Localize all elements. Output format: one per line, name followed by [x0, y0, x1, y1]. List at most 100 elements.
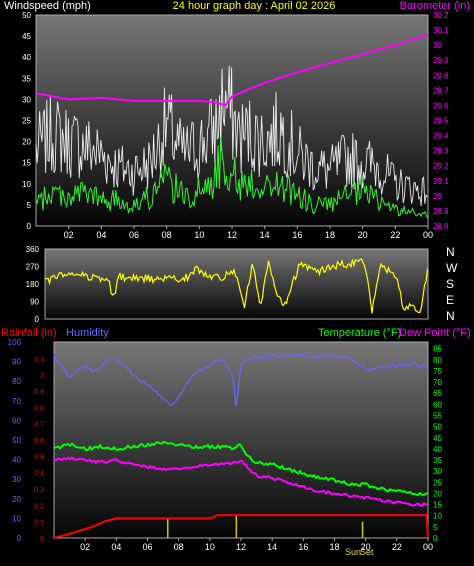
compass-n-top: N — [446, 245, 455, 259]
rain-ytick-label: 1 — [40, 373, 44, 380]
direction-ytick-label: 360 — [26, 245, 40, 254]
baro-ytick-label: 29.8 — [433, 71, 449, 80]
temp-xtick-label: 08 — [174, 542, 184, 552]
barometer-series — [35, 33, 429, 107]
humidity-series — [53, 353, 429, 407]
wind-direction-panel: 0 90 180 270 360 — [26, 245, 429, 324]
direction-ytick-label: 270 — [26, 263, 40, 272]
compass-n-bottom: N — [446, 309, 455, 323]
rainfall-label: Rainfall (in) — [1, 327, 57, 339]
baro-ytick-label: 30.1 — [433, 26, 449, 35]
sun-label: Sun — [345, 547, 361, 557]
temp-xtick-label: 12 — [236, 542, 246, 552]
wind-ytick-label: 50 — [22, 11, 31, 20]
temp-xtick-label: 14 — [267, 542, 277, 552]
temp-ytick-label: 45 — [433, 434, 442, 443]
wind-direction-series — [44, 258, 429, 314]
temp-xtick-label: 16 — [298, 542, 308, 552]
temp-xtick-label: 10 — [205, 542, 215, 552]
baro-ytick-label: 29.7 — [433, 86, 449, 95]
temperature-label: Temperature (°F) — [318, 327, 401, 339]
baro-ytick-label: 29 — [433, 192, 442, 201]
wind-xtick-label: 16 — [292, 230, 302, 240]
temperature-series — [53, 440, 429, 497]
rain-humidity-temperature-panel: 0 0.1 0.2 0.3 0.4 0.5 0.6 0.7 0.8 0.9 1 1.1 0 10 20 30 4… — [8, 338, 443, 552]
rain-ytick-label: 0.3 — [34, 487, 44, 494]
plot-area-direction — [44, 248, 429, 320]
humidity-ytick-label: 90 — [12, 358, 21, 367]
direction-ytick-label: 0 — [35, 315, 40, 324]
wind-xtick-label: 00 — [423, 230, 433, 240]
temp-ytick-label: 10 — [433, 512, 442, 521]
barometer-label: Barometer (in) — [400, 0, 470, 12]
temp-ytick-label: 80 — [433, 356, 442, 365]
humidity-ytick-label: 0 — [17, 534, 22, 543]
wind-ytick-label: 45 — [22, 32, 31, 41]
rain-ytick-label: 0.7 — [34, 422, 44, 429]
temp-ytick-label: 0 — [433, 534, 438, 543]
temp-ytick-label: 25 — [433, 478, 442, 487]
temp-xtick-label: 22 — [392, 542, 402, 552]
temp-ytick-label: 30 — [433, 467, 442, 476]
temp-ytick-label: 55 — [433, 412, 442, 421]
wind-ytick-label: 5 — [27, 201, 32, 210]
wind-ytick-label: 15 — [22, 159, 31, 168]
temp-ytick-label: 15 — [433, 501, 442, 510]
wind-xtick-label: 06 — [129, 230, 139, 240]
compass-s: S — [446, 277, 454, 291]
direction-ytick-label: 90 — [30, 298, 39, 307]
baro-ytick-label: 30 — [433, 41, 442, 50]
rain-ytick-label: 0.2 — [34, 503, 44, 510]
rain-ytick-label: 0 — [40, 536, 44, 543]
temp-ytick-label: 40 — [433, 445, 442, 454]
wind-xtick-label: 20 — [358, 230, 368, 240]
wind-xtick-label: 02 — [64, 230, 74, 240]
set-label: Set — [360, 547, 374, 557]
wind-ytick-label: 0 — [27, 222, 32, 231]
wind-xtick-label: 10 — [194, 230, 204, 240]
temp-xtick-label: 18 — [329, 542, 339, 552]
humidity-ytick-label: 50 — [12, 436, 21, 445]
temp-ytick-label: 65 — [433, 389, 442, 398]
temp-xtick-label: 20 — [361, 542, 371, 552]
wind-xtick-label: 08 — [162, 230, 172, 240]
temp-xtick-label: 06 — [142, 542, 152, 552]
humidity-ytick-label: 60 — [12, 416, 21, 425]
humidity-ytick-label: 80 — [12, 377, 21, 386]
temp-ytick-label: 35 — [433, 456, 442, 465]
wind-ytick-label: 20 — [22, 138, 31, 147]
wind-barometer-panel: 0 5 10 15 20 25 30 35 40 45 50 28.8 28.9 29 29.1 29.2 29… — [22, 11, 449, 240]
wind-xtick-label: 14 — [260, 230, 270, 240]
temp-ytick-label: 60 — [433, 400, 442, 409]
wind-ytick-label: 40 — [22, 53, 31, 62]
temp-ytick-label: 85 — [433, 345, 442, 354]
rain-ytick-label: 0.9 — [34, 389, 44, 396]
compass-e: E — [446, 293, 454, 307]
rain-ytick-label: 1.1 — [34, 356, 44, 363]
wind-ytick-label: 25 — [22, 117, 31, 126]
wind-xtick-label: 04 — [96, 230, 106, 240]
baro-ytick-label: 29.3 — [433, 147, 449, 156]
temp-ytick-label: 5 — [433, 523, 438, 532]
temp-ytick-label: 50 — [433, 423, 442, 432]
rain-ytick-label: 0.5 — [34, 454, 44, 461]
wind-xtick-label: 18 — [325, 230, 335, 240]
rain-ytick-label: 0.8 — [34, 405, 44, 412]
wind-xtick-label: 12 — [227, 230, 237, 240]
direction-ytick-label: 180 — [26, 280, 40, 289]
baro-ytick-label: 29.6 — [433, 101, 449, 110]
baro-ytick-label: 29.4 — [433, 132, 449, 141]
wind-ytick-label: 35 — [22, 74, 31, 83]
temp-ytick-label: 20 — [433, 489, 442, 498]
rain-ytick-label: 0.1 — [34, 520, 44, 527]
wind-xtick-label: 22 — [390, 230, 400, 240]
wind-ytick-label: 10 — [22, 180, 31, 189]
baro-ytick-label: 28.8 — [433, 222, 449, 231]
humidity-ytick-label: 30 — [12, 475, 21, 484]
humidity-ytick-label: 20 — [12, 495, 21, 504]
humidity-label: Humidity — [66, 327, 109, 339]
temp-xtick-label: 04 — [111, 542, 121, 552]
humidity-ytick-label: 70 — [12, 397, 21, 406]
windspeed-label: Windspeed (mph) — [4, 0, 91, 12]
